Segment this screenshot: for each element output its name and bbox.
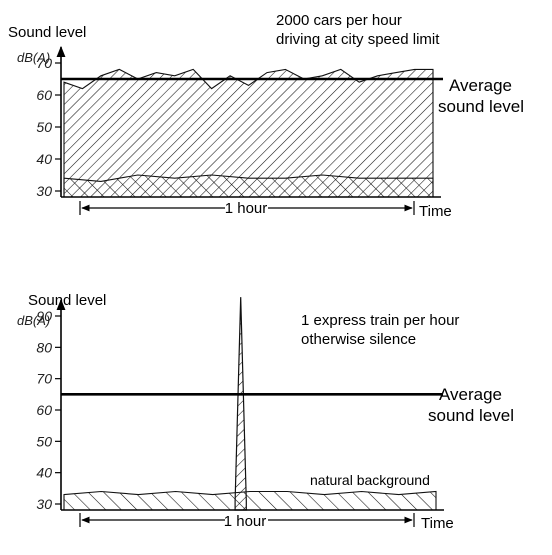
- y-tick-label: 70: [36, 371, 52, 387]
- y-unit-label: dB(A): [17, 313, 50, 328]
- average-label-line-1: Average: [439, 385, 502, 404]
- x-axis-label: Time: [421, 515, 454, 532]
- traffic-noise-area: [63, 68, 434, 198]
- y-unit-label: dB(A): [17, 50, 50, 65]
- y-tick-label: 80: [36, 339, 52, 355]
- average-label-line-1: Average: [449, 76, 512, 95]
- y-tick-label: 60: [36, 87, 52, 103]
- chart-title: 2000 cars per hour driving at city speed…: [276, 12, 440, 48]
- y-ticks: 30 40 50 60 70: [36, 55, 61, 199]
- chart-title-line-2: otherwise silence: [301, 331, 416, 348]
- panel-train: Sound level dB(A) 1 express train per ho…: [17, 292, 514, 532]
- y-tick-label: 30: [36, 496, 52, 512]
- plot-areas: [63, 68, 434, 198]
- y-tick-label: 70: [36, 55, 52, 71]
- y-tick-label: 40: [36, 465, 52, 481]
- chart-title-line-1: 2000 cars per hour: [276, 12, 402, 29]
- plot-areas: [63, 297, 437, 511]
- chart-title-line-1: 1 express train per hour: [301, 312, 459, 329]
- duration-label: 1 hour: [224, 513, 267, 530]
- average-label-line-2: sound level: [438, 97, 524, 116]
- y-tick-label: 50: [36, 433, 52, 449]
- chart-title-line-2: driving at city speed limit: [276, 31, 440, 48]
- average-label-line-2: sound level: [428, 406, 514, 425]
- average-label: Average sound level: [438, 76, 524, 116]
- panel-traffic: Sound level dB(A) 2000 cars per hour dri…: [8, 12, 524, 220]
- y-ticks: 30 40 50 60 70 80 90: [36, 308, 61, 512]
- x-axis-label: Time: [419, 203, 452, 220]
- average-label: Average sound level: [428, 385, 514, 425]
- chart-title: 1 express train per hour otherwise silen…: [301, 312, 464, 348]
- y-tick-label: 30: [36, 183, 52, 199]
- y-tick-label: 90: [36, 308, 52, 324]
- background-noise-area: [63, 490, 437, 511]
- duration-label: 1 hour: [225, 200, 268, 217]
- y-axis-label: Sound level: [8, 24, 86, 41]
- y-axis-label: Sound level: [28, 292, 106, 309]
- background-noise-area: [63, 174, 434, 198]
- y-tick-label: 40: [36, 151, 52, 167]
- y-tick-label: 60: [36, 402, 52, 418]
- background-annotation: natural background: [310, 472, 430, 488]
- train-pass-spike: [234, 297, 247, 511]
- y-tick-label: 50: [36, 119, 52, 135]
